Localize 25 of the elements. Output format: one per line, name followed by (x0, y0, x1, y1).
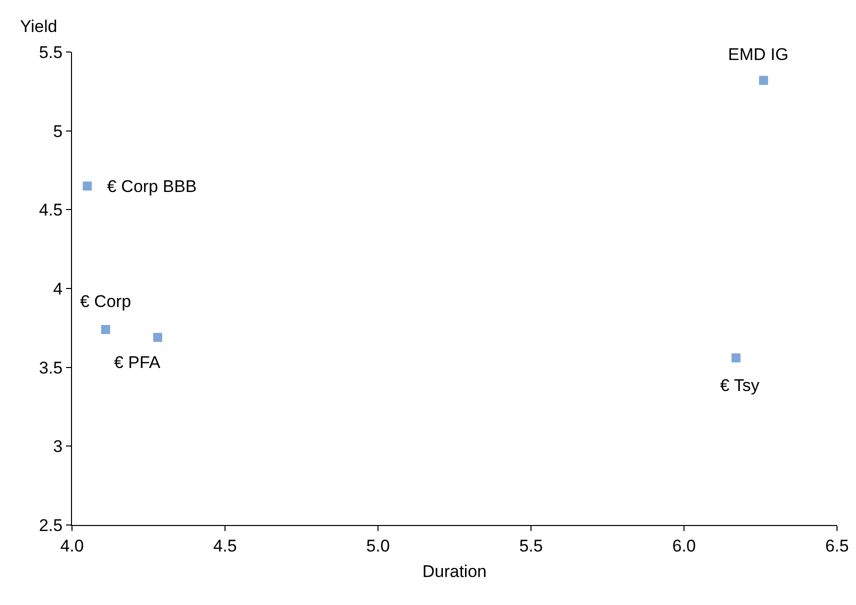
annotation: € Tsy (720, 376, 760, 395)
point (759, 76, 768, 85)
annotation: EMD IG (728, 45, 788, 64)
annotation: € Corp (80, 292, 132, 311)
y-tick-label: 4 (53, 279, 63, 298)
y-tick-label: 4.5 (38, 200, 63, 220)
x-tick-label: 6.5 (825, 536, 849, 556)
point (153, 332, 162, 342)
y-tick-label: 3.5 (38, 358, 63, 378)
x-tick-label: 5.0 (366, 536, 390, 556)
x-tick-label: 5.5 (519, 536, 543, 556)
x-tick-label: 4.5 (213, 536, 237, 556)
y-tick-label: 5 (53, 122, 63, 141)
y-tick-label: 5.5 (38, 42, 63, 62)
point (732, 353, 741, 362)
annotation: € PFA (114, 353, 161, 372)
annotation: € Corp BBB (107, 177, 197, 196)
y-tick-label: 3 (53, 437, 63, 456)
y-tick-label: 2.5 (38, 516, 63, 535)
y-axis-title: Yield (20, 17, 58, 36)
x-axis-title: Duration (422, 562, 487, 581)
point (82, 182, 92, 191)
point (101, 324, 110, 334)
x-tick-label: 4.0 (60, 536, 84, 556)
x-tick-label: 6.0 (672, 536, 696, 556)
